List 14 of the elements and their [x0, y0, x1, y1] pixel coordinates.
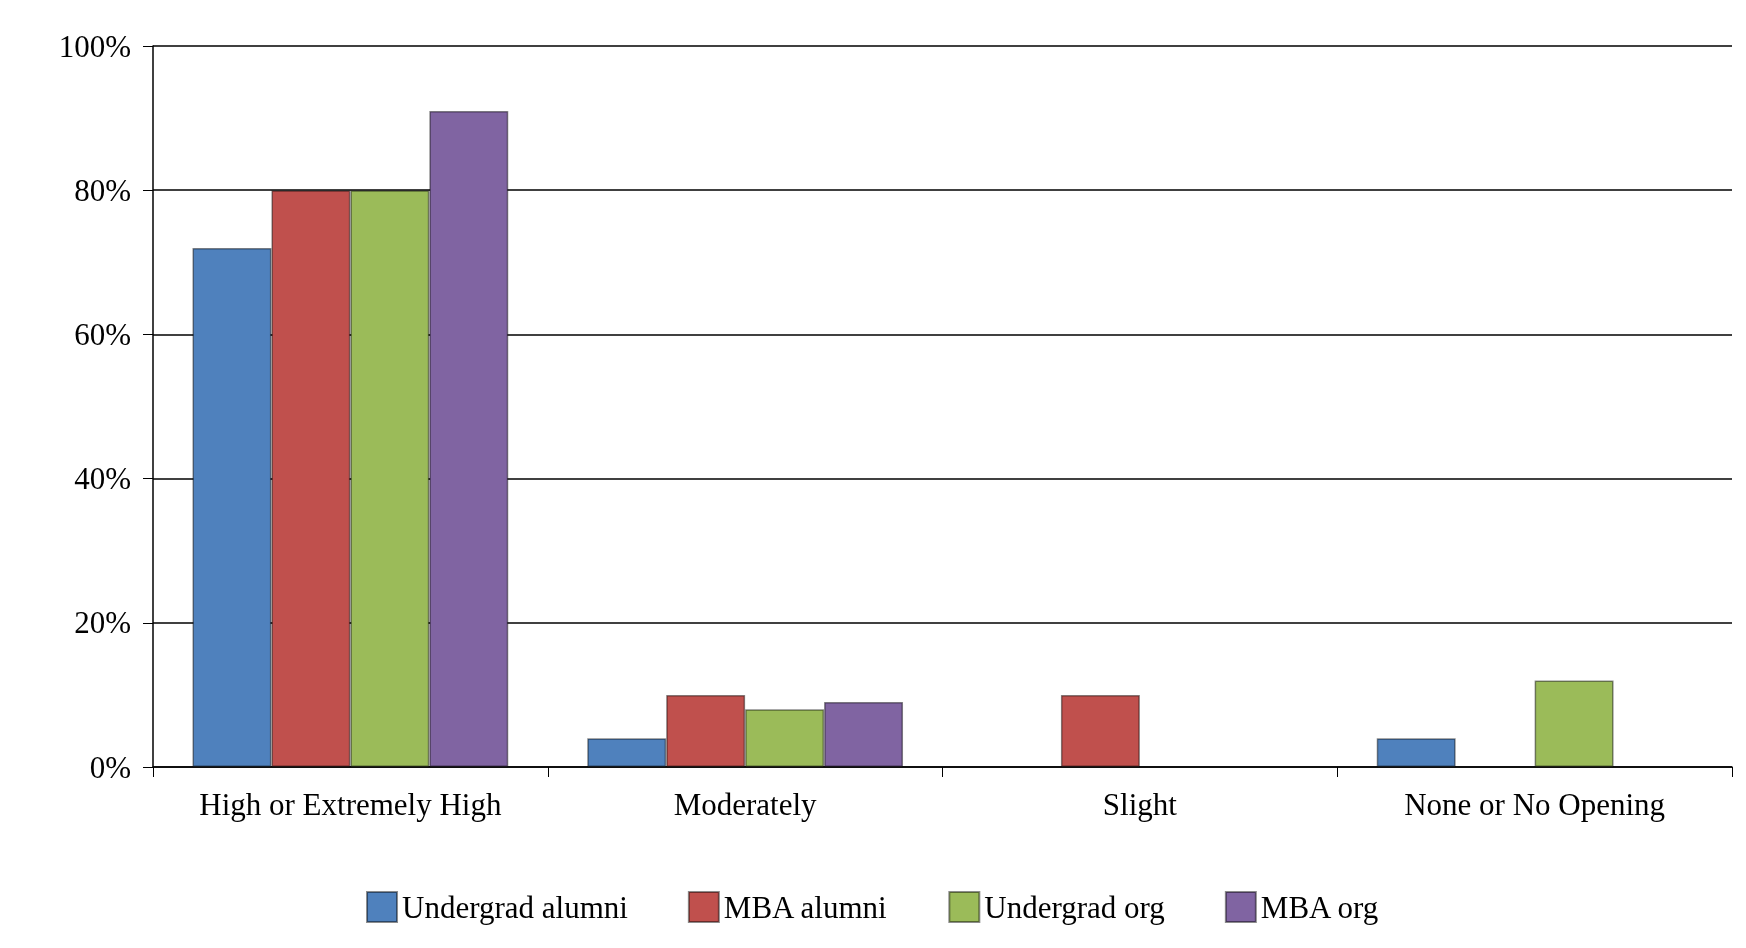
x-tick-label: Moderately: [673, 787, 818, 822]
y-tick-label: 100%: [58, 28, 131, 64]
y-tick-label: 20%: [74, 605, 131, 641]
y-tick-label: 0%: [89, 749, 131, 785]
x-tick-label: None or No Opening: [1404, 787, 1666, 822]
y-tick-label: 40%: [74, 461, 131, 497]
legend-label: MBA alumni: [723, 889, 888, 925]
x-tick-label: Slight: [1102, 787, 1178, 822]
y-tick-label: 60%: [74, 316, 131, 352]
legend-label: Undergrad org: [984, 889, 1165, 925]
legend-label: MBA org: [1260, 889, 1379, 925]
x-tick-label: High or Extremely High: [199, 787, 502, 822]
y-tick-label: 80%: [74, 172, 131, 208]
legend-label: Undergrad alumni: [402, 889, 629, 925]
